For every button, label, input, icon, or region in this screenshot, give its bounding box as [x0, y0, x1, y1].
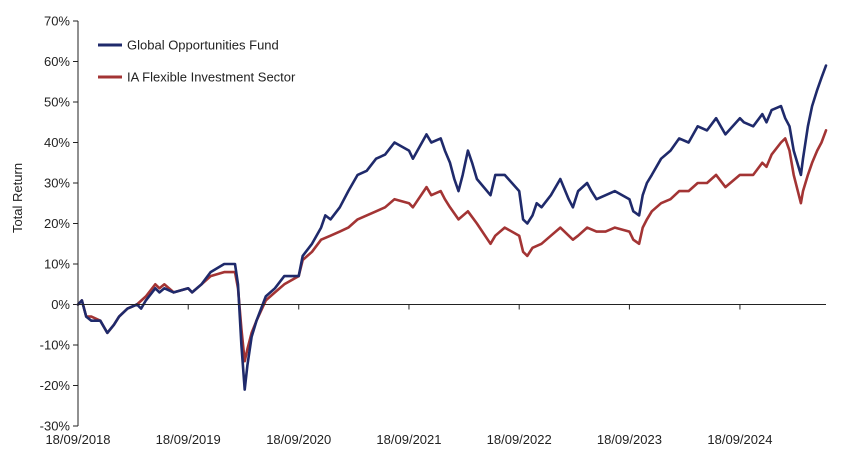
series-layer	[76, 64, 828, 391]
y-tick-label: 10%	[44, 257, 70, 272]
x-tick-label: 18/09/2019	[156, 432, 221, 447]
y-tick-label: -20%	[40, 378, 71, 393]
x-tick-label: 18/09/2021	[376, 432, 441, 447]
x-tick-label: 18/09/2024	[707, 432, 772, 447]
x-tick-label: 18/09/2022	[487, 432, 552, 447]
y-tick-label: -10%	[40, 338, 71, 353]
y-tick-label: 20%	[44, 216, 70, 231]
series-line-ia-flexible-investment-sector	[76, 129, 828, 363]
y-tick-label: 0%	[51, 297, 70, 312]
x-tick-label: 18/09/2018	[45, 432, 110, 447]
y-axis-title: Total Return	[10, 163, 25, 233]
y-tick-label: 40%	[44, 135, 70, 150]
y-tick-label: 50%	[44, 95, 70, 110]
y-tick-label: -30%	[40, 419, 71, 434]
x-axis-ticks: 18/09/2018 18/09/2019 18/09/2020 18/09/2021…	[45, 304, 772, 447]
y-tick-label: 60%	[44, 54, 70, 69]
x-tick-label: 18/09/2020	[266, 432, 331, 447]
legend: Global Opportunities Fund IA Flexible Inv…	[98, 38, 296, 85]
legend-label-global-opportunities-fund: Global Opportunities Fund	[127, 38, 279, 53]
legend-label-ia-flexible-investment-sector: IA Flexible Investment Sector	[127, 70, 296, 85]
y-tick-label: 30%	[44, 176, 70, 191]
y-axis-ticks: -30% -20% -10% 0% 10% 20% 30% 40% 50% 60% 70%	[40, 14, 78, 434]
y-tick-label: 70%	[44, 14, 70, 29]
x-tick-label: 18/09/2023	[597, 432, 662, 447]
series-line-global-opportunities-fund	[76, 64, 828, 391]
